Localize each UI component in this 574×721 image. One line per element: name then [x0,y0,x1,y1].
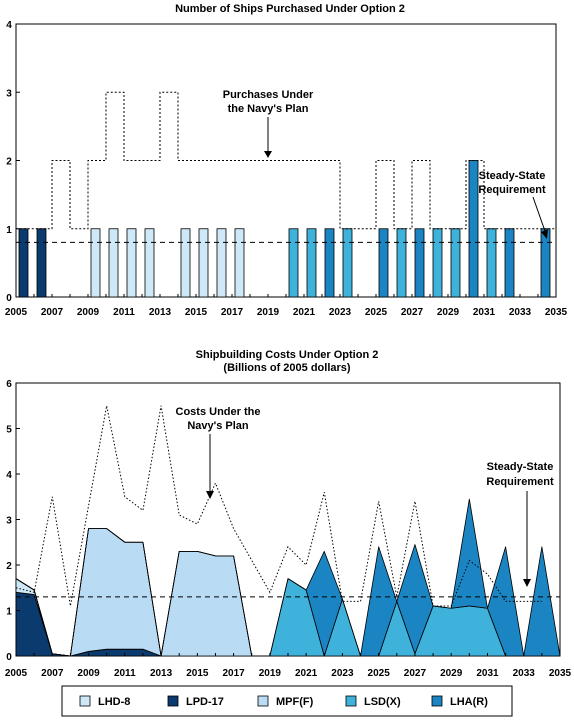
chart1-xtick-label: 2031 [473,307,496,318]
chart2-ytick-label: 1 [6,607,12,618]
chart2-steady-arrowhead [523,579,531,587]
legend-label-lpd-17: LPD-17 [186,696,224,708]
chart2-xtick-label: 2005 [5,668,28,679]
chart1-xtick-label: 2021 [293,307,316,318]
chart1-plan-label: the Navy's Plan [228,103,309,115]
chart2-subtitle: (Billions of 2005 dollars) [223,362,350,374]
chart1-bar-lhd-8 [144,228,155,298]
chart1-plan-arrowhead [264,151,272,158]
chart1-bar-lpd-17 [18,228,29,298]
legend-label-lsd-x-: LSD(X) [364,696,401,708]
chart1-xtick-label: 2013 [149,307,172,318]
chart1-bar-lha-r- [324,228,335,298]
chart1-ytick-label: 0 [6,293,12,304]
chart1-xtick-label: 2035 [545,307,568,318]
chart1-bar-lha-r- [378,228,389,298]
chart1-xtick-label: 2019 [257,307,280,318]
chart1-steady-arrow [532,196,547,235]
legend-swatch-lha-r- [431,695,443,707]
chart2-xtick-label: 2025 [368,668,391,679]
chart1-steady-label: Requirement [478,184,546,196]
chart2-ytick-label: 2 [6,561,12,572]
chart2-plan-label: Navy's Plan [187,420,249,432]
chart1-xtick-label: 2017 [221,307,244,318]
chart1-bar-lsd-x- [288,228,299,298]
legend-label-mpf-f-: MPF(F) [276,696,314,708]
chart1-plan-label: Purchases Under [223,89,314,101]
legend-label-lhd-8: LHD-8 [98,696,130,708]
chart1-bar-lhd-8 [90,228,101,298]
chart2-steady-label: Requirement [486,476,554,488]
chart1-bar-lha-r- [414,228,425,298]
chart2-xtick-label: 2015 [186,668,209,679]
chart1-bar-lpd-17 [36,228,47,298]
chart2-ytick-label: 4 [6,470,12,481]
chart2-ytick-label: 5 [6,425,12,436]
chart1-ytick-label: 3 [6,88,12,99]
chart1-xtick-label: 2015 [185,307,208,318]
legend-swatch-lhd-8 [79,695,91,707]
chart1-xtick-label: 2029 [437,307,460,318]
chart1-xtick-label: 2033 [509,307,532,318]
chart1-xtick-label: 2023 [329,307,352,318]
legend-swatch-lpd-17 [167,695,179,707]
chart1-bar-lha-r- [468,160,479,298]
chart1-bar-lha-r- [504,228,515,298]
chart2-xtick-label: 2007 [41,668,64,679]
chart2-xtick-label: 2027 [404,668,427,679]
chart1-bar-lsd-x- [432,228,443,298]
chart1-bar-lhd-8 [126,228,137,298]
chart1-bar-lhd-8 [108,228,119,298]
chart1-steady-label: Steady-State [479,170,546,182]
chart1-bar-lhd-8 [234,228,245,298]
chart2-steady-label: Steady-State [487,461,554,473]
chart1-bar-lha-r- [540,228,551,298]
chart2-ytick-label: 6 [6,379,12,390]
chart1-xtick-label: 2027 [401,307,424,318]
chart1-bar-lhd-8 [198,228,209,298]
chart2-xtick-label: 2031 [476,668,499,679]
chart2-ytick-label: 3 [6,516,12,527]
chart1-xtick-label: 2009 [77,307,100,318]
chart2-xtick-label: 2017 [222,668,245,679]
chart1-bar-lsd-x- [450,228,461,298]
chart2-xtick-label: 2033 [513,668,536,679]
chart1-steady-arrowhead [541,229,548,239]
chart1-bar-lhd-8 [180,228,191,298]
chart1-bar-lsd-x- [306,228,317,298]
chart1-bar-lsd-x- [342,228,353,298]
chart2-ytick-label: 0 [6,652,12,663]
chart2-plan-label: Costs Under the [176,406,261,418]
chart2-plan-arrowhead [206,491,214,499]
chart1-navy-plan-line [15,91,557,297]
chart2-xtick-label: 2021 [295,668,318,679]
chart1-ytick-label: 4 [6,20,12,31]
chart1-bar-lhd-8 [216,228,227,298]
chart1-xtick-label: 2005 [5,307,28,318]
chart2-xtick-label: 2035 [549,668,572,679]
chart2-title: Shipbuilding Costs Under Option 2 [196,349,379,361]
chart1-ytick-label: 1 [6,225,12,236]
chart1-xtick-label: 2007 [41,307,64,318]
chart2-navy-plan-line [15,405,542,607]
chart2-xtick-label: 2023 [331,668,354,679]
legend-swatch-mpf-f- [257,695,269,707]
chart2-xtick-label: 2013 [150,668,173,679]
chart1-ytick-label: 2 [6,157,12,168]
chart2-xtick-label: 2029 [440,668,463,679]
chart1-bar-lsd-x- [396,228,407,298]
legend-swatch-lsd-x- [345,695,357,707]
chart1-xtick-label: 2011 [113,307,135,318]
chart2-xtick-label: 2019 [259,668,282,679]
chart1-xtick-label: 2025 [365,307,388,318]
chart2-xtick-label: 2011 [114,668,136,679]
chart1-bar-lsd-x- [486,228,497,298]
chart1-title: Number of Ships Purchased Under Option 2 [175,3,405,15]
chart2-xtick-label: 2009 [77,668,100,679]
legend-label-lha-r-: LHA(R) [450,696,488,708]
